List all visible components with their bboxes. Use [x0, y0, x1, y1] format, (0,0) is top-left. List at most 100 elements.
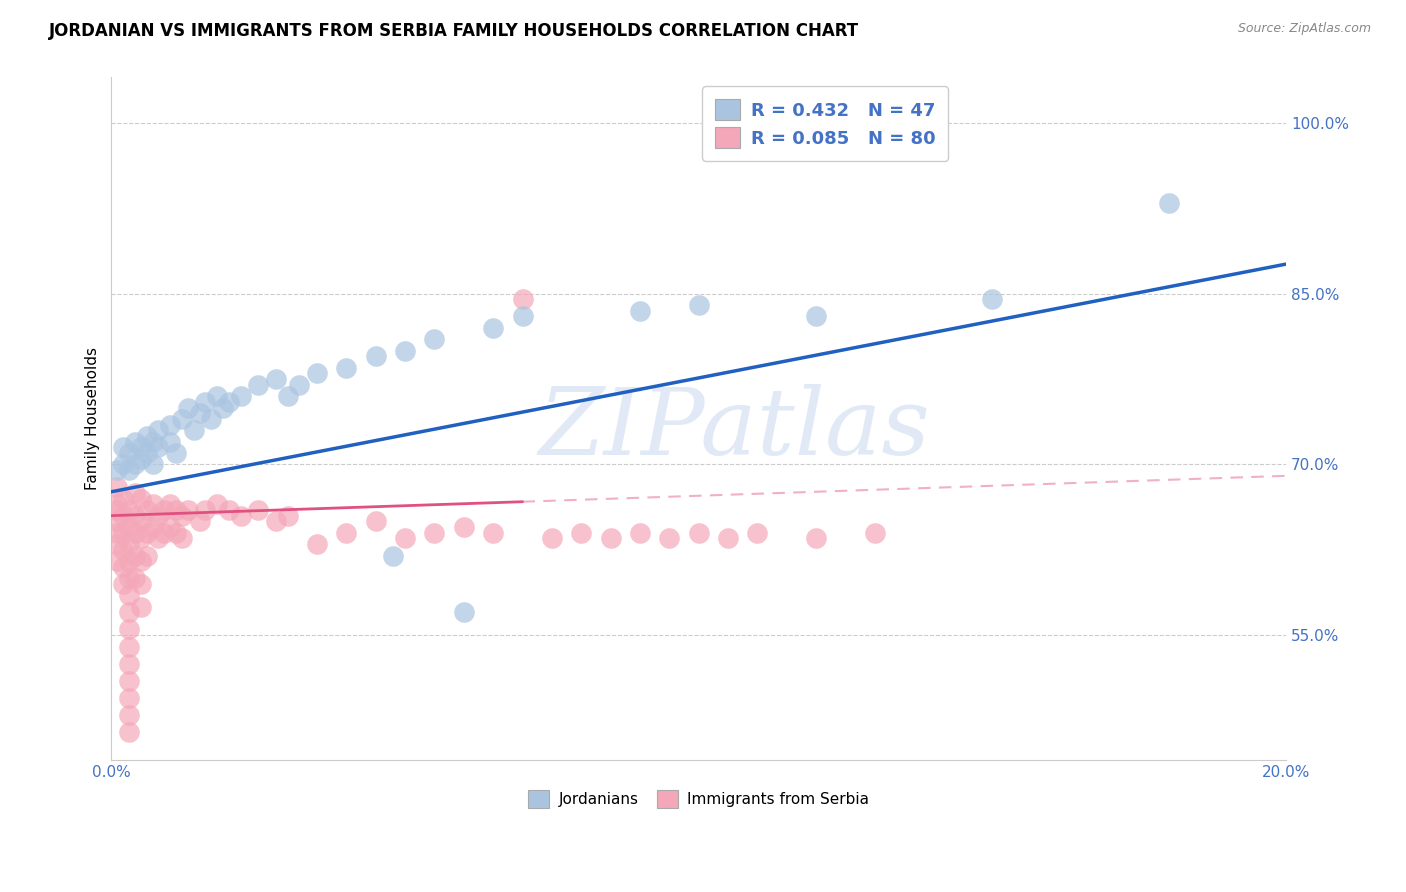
Point	[747, 525, 769, 540]
Point	[124, 434, 146, 449]
Point	[229, 508, 252, 523]
Point	[194, 503, 217, 517]
Point	[141, 458, 163, 472]
Point	[118, 673, 141, 688]
Point	[148, 508, 170, 523]
Point	[118, 725, 141, 739]
Text: JORDANIAN VS IMMIGRANTS FROM SERBIA FAMILY HOUSEHOLDS CORRELATION CHART: JORDANIAN VS IMMIGRANTS FROM SERBIA FAMI…	[49, 22, 859, 40]
Point	[165, 503, 187, 517]
Point	[194, 394, 217, 409]
Point	[165, 525, 187, 540]
Point	[118, 588, 141, 602]
Point	[112, 458, 135, 472]
Point	[453, 520, 475, 534]
Point	[118, 657, 141, 671]
Point	[288, 377, 311, 392]
Point	[200, 412, 222, 426]
Point	[135, 503, 157, 517]
Point	[247, 377, 270, 392]
Point	[423, 332, 446, 346]
Point	[177, 503, 200, 517]
Point	[628, 303, 651, 318]
Point	[394, 343, 416, 358]
Point	[124, 525, 146, 540]
Legend: Jordanians, Immigrants from Serbia: Jordanians, Immigrants from Serbia	[522, 784, 876, 814]
Point	[159, 434, 181, 449]
Point	[129, 577, 152, 591]
Point	[118, 463, 141, 477]
Point	[105, 463, 128, 477]
Point	[129, 451, 152, 466]
Point	[148, 423, 170, 437]
Point	[264, 372, 287, 386]
Point	[205, 497, 228, 511]
Point	[135, 446, 157, 460]
Point	[183, 423, 205, 437]
Point	[148, 532, 170, 546]
Point	[599, 532, 621, 546]
Point	[112, 560, 135, 574]
Point	[105, 497, 128, 511]
Point	[141, 434, 163, 449]
Point	[212, 401, 235, 415]
Point	[105, 525, 128, 540]
Point	[170, 532, 193, 546]
Point	[112, 577, 135, 591]
Point	[863, 525, 886, 540]
Point	[423, 525, 446, 540]
Point	[658, 532, 681, 546]
Point	[124, 486, 146, 500]
Point	[569, 525, 592, 540]
Point	[118, 606, 141, 620]
Point	[482, 525, 505, 540]
Point	[124, 508, 146, 523]
Point	[512, 310, 534, 324]
Point	[335, 360, 357, 375]
Point	[118, 503, 141, 517]
Point	[129, 554, 152, 568]
Point	[118, 446, 141, 460]
Point	[118, 537, 141, 551]
Point	[218, 394, 240, 409]
Point	[165, 446, 187, 460]
Point	[129, 532, 152, 546]
Point	[453, 606, 475, 620]
Point	[277, 389, 299, 403]
Point	[335, 525, 357, 540]
Point	[218, 503, 240, 517]
Point	[135, 429, 157, 443]
Point	[177, 401, 200, 415]
Point	[170, 508, 193, 523]
Point	[205, 389, 228, 403]
Point	[112, 525, 135, 540]
Point	[394, 532, 416, 546]
Point	[364, 514, 387, 528]
Point	[105, 480, 128, 494]
Point	[148, 441, 170, 455]
Point	[229, 389, 252, 403]
Point	[628, 525, 651, 540]
Point	[118, 707, 141, 722]
Point	[804, 310, 827, 324]
Text: Source: ZipAtlas.com: Source: ZipAtlas.com	[1237, 22, 1371, 36]
Point	[105, 503, 128, 517]
Point	[118, 554, 141, 568]
Point	[112, 491, 135, 506]
Point	[141, 520, 163, 534]
Point	[118, 571, 141, 585]
Point	[124, 571, 146, 585]
Point	[118, 623, 141, 637]
Point	[305, 537, 328, 551]
Point	[981, 293, 1004, 307]
Point	[105, 514, 128, 528]
Point	[688, 525, 710, 540]
Point	[159, 497, 181, 511]
Point	[188, 514, 211, 528]
Point	[153, 503, 176, 517]
Point	[118, 520, 141, 534]
Point	[129, 441, 152, 455]
Point	[105, 554, 128, 568]
Point	[482, 321, 505, 335]
Point	[118, 640, 141, 654]
Point	[804, 532, 827, 546]
